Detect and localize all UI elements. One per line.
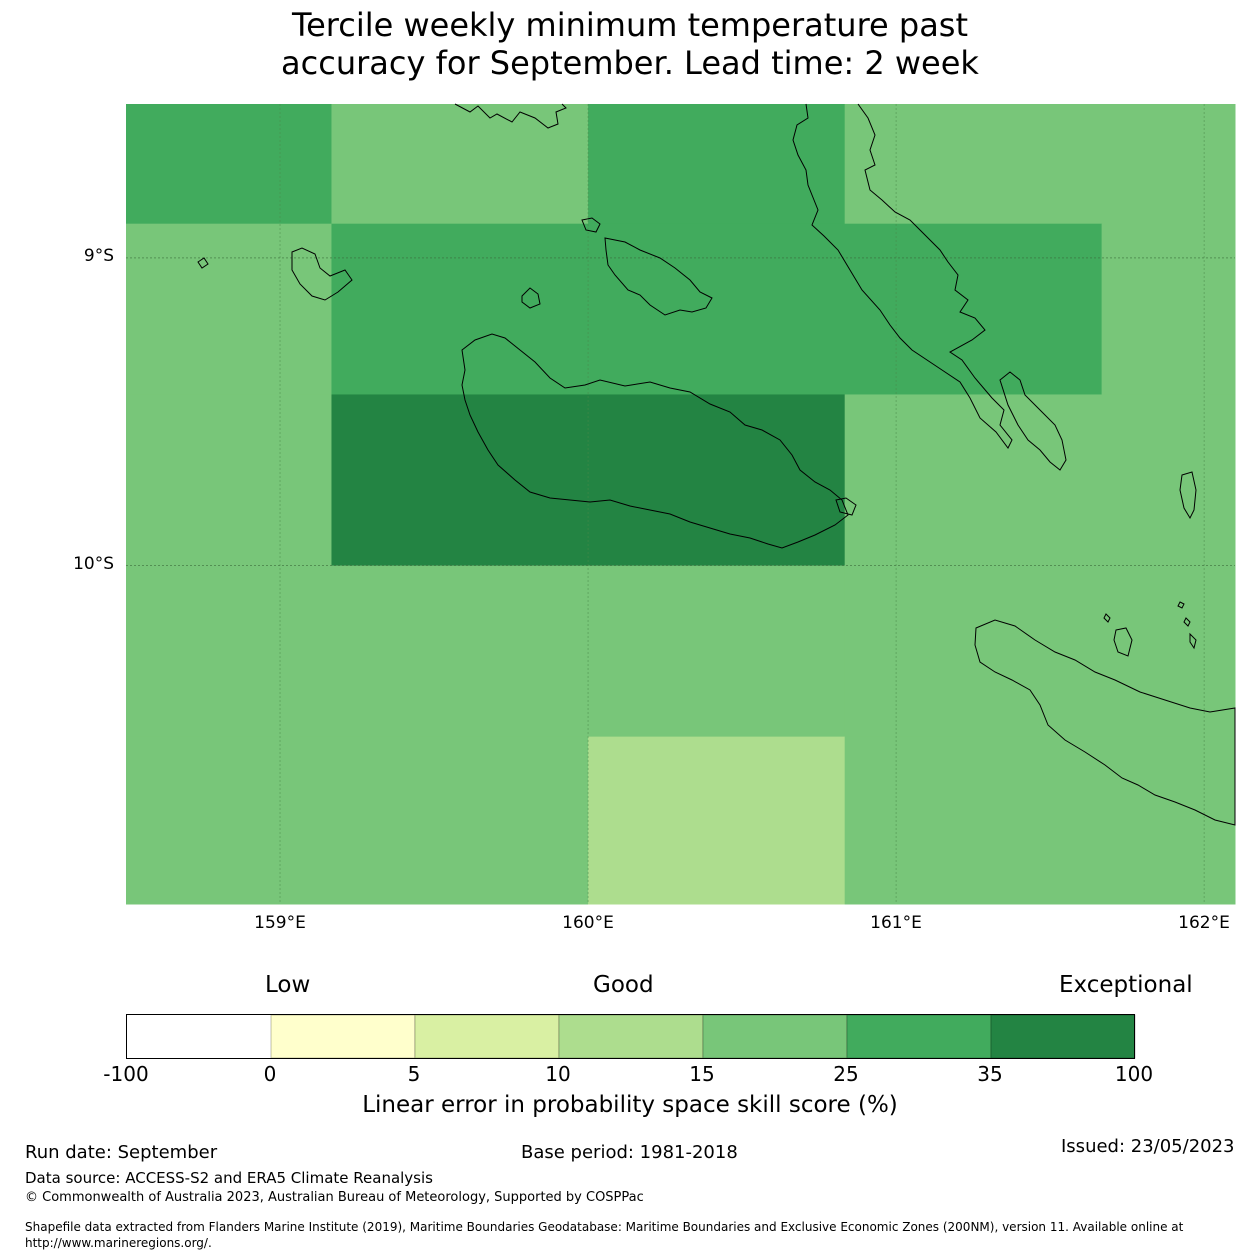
coastline-island-small-6 [1177, 601, 1185, 609]
coastline-island-small-2 [197, 257, 209, 269]
skill-cell-15 [844, 736, 1236, 905]
run-date: Run date: September [25, 1142, 218, 1163]
title-line-1: Tercile weekly minimum temperature past [291, 6, 969, 44]
coastline-island-isabel-tip [999, 371, 1067, 471]
skill-cell-1 [331, 104, 589, 225]
colorbar-tick-3: 10 [545, 1062, 571, 1086]
colorbar-category-exceptional: Exceptional [1059, 972, 1193, 998]
skill-cell-0 [126, 104, 332, 225]
colorbar-tick-4: 15 [689, 1062, 715, 1086]
skill-cell-13 [126, 736, 589, 905]
lat-label-9s: 9°S [83, 246, 114, 266]
coastlines [197, 103, 1236, 826]
issued-date: Issued: 23/05/2023 [1061, 1136, 1235, 1157]
colorbar-tick-2: 5 [407, 1062, 421, 1086]
colorbar-label: Linear error in probability space skill … [362, 1092, 898, 1118]
skill-cell-7 [126, 394, 332, 567]
base-period: Base period: 1981-2018 [521, 1142, 738, 1163]
colorbar-frame [126, 1014, 1135, 1059]
skill-cell-12 [844, 565, 1236, 738]
lon-label-160e: 160°E [562, 913, 614, 933]
colorbar-segment-4 [702, 1014, 848, 1059]
colorbar-segment-5 [846, 1014, 992, 1059]
colorbar-segment-0 [127, 1015, 271, 1058]
colorbar-segment-1 [270, 1014, 416, 1059]
coastline-island-small-8 [1189, 632, 1197, 650]
title-line-2: accuracy for September. Lead time: 2 wee… [281, 44, 979, 82]
coastline-island-ulawa [1113, 627, 1133, 657]
coastline-island-northeast [792, 103, 1013, 449]
coastline-island-florida [604, 237, 713, 316]
coastline-island-guadalcanal [461, 333, 849, 549]
coastline-island-north [454, 103, 567, 129]
skill-cell-10 [126, 565, 589, 738]
colorbar [126, 1014, 1136, 1059]
coastline-island-small-7 [1183, 617, 1191, 627]
skill-cell-11 [588, 565, 846, 738]
skill-cell-3 [844, 104, 1236, 225]
skill-cell-4 [126, 223, 332, 395]
colorbar-segment-3 [558, 1014, 704, 1059]
graticule [126, 104, 1235, 904]
shapefile-credit-line-1: Shapefile data extracted from Flanders M… [25, 1220, 1184, 1234]
colorbar-tick-5: 25 [833, 1062, 859, 1086]
colorbar-tick-1: 0 [263, 1062, 277, 1086]
map-title: Tercile weekly minimum temperature past … [0, 6, 1260, 82]
copyright: © Commonwealth of Australia 2023, Austra… [25, 1190, 644, 1205]
colorbar-segment-6 [990, 1014, 1136, 1059]
coastline-island-east-1 [1179, 471, 1197, 520]
skill-cell-6 [1101, 223, 1236, 395]
coastline-island-small-4 [835, 497, 857, 516]
skill-cells [126, 104, 1236, 905]
colorbar-segment-2 [414, 1014, 560, 1059]
coastline-island-makira [974, 619, 1236, 826]
data-source: Data source: ACCESS-S2 and ERA5 Climate … [25, 1169, 433, 1187]
lon-label-159e: 159°E [254, 913, 306, 933]
lon-label-161e: 161°E [870, 913, 922, 933]
skill-cell-2 [588, 104, 846, 225]
colorbar-category-good: Good [593, 972, 654, 998]
coastline-island-small-3 [521, 287, 541, 309]
colorbar-category-low: Low [265, 972, 311, 998]
lat-label-10s: 10°S [73, 554, 114, 574]
shapefile-credit-line-2: http://www.marineregions.org/. [25, 1236, 212, 1250]
skill-map [126, 103, 1236, 905]
skill-cell-5 [331, 223, 1103, 395]
colorbar-tick-7: 100 [1114, 1062, 1154, 1086]
skill-cell-9 [844, 394, 1236, 567]
coastline-island-small-5 [1103, 613, 1111, 623]
coastline-island-russell [291, 247, 353, 301]
colorbar-tick-0: -100 [103, 1062, 149, 1086]
colorbar-tick-6: 35 [977, 1062, 1003, 1086]
lon-label-162e: 162°E [1178, 913, 1230, 933]
coastline-island-small-1 [581, 217, 601, 233]
skill-cell-14 [588, 736, 846, 905]
